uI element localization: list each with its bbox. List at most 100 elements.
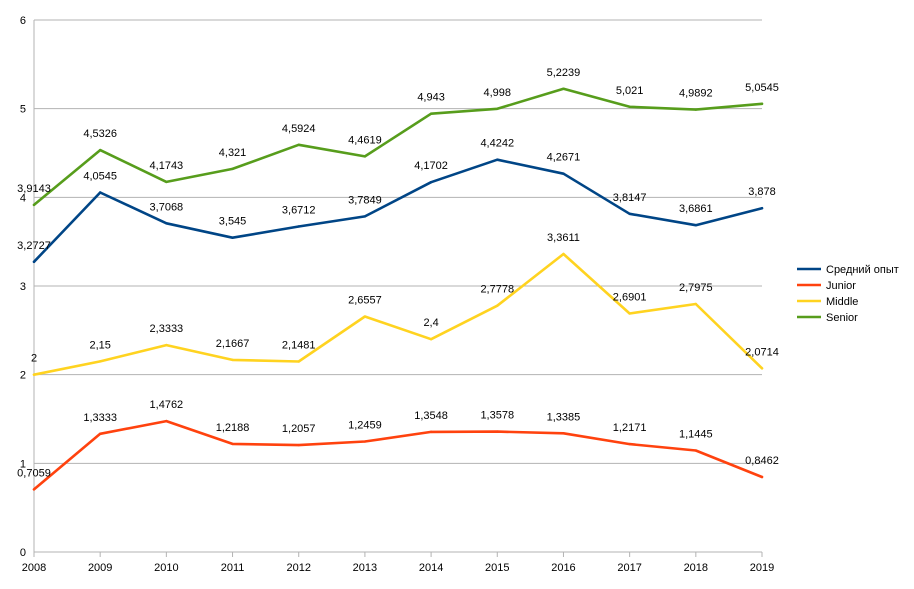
data-point-junior-2015: [496, 430, 499, 433]
series-lines: [32, 87, 764, 491]
x-tick-label-2010: 2010: [154, 562, 178, 574]
x-tick-label-2014: 2014: [419, 562, 443, 574]
data-point-junior-2019: [760, 475, 764, 479]
data-label-senior-2018: 4,9892: [679, 88, 713, 100]
data-label-middle-2009: 2,15: [89, 339, 110, 351]
data-point-junior-2012: [297, 443, 300, 447]
data-point-senior-2011: [231, 167, 234, 171]
data-point-middle-2017: [628, 312, 631, 315]
data-point-junior-2014: [429, 430, 433, 434]
data-label-senior-2010: 4,1743: [150, 160, 184, 172]
data-label-senior-2008: 3,9143: [17, 183, 51, 195]
data-point-average-2018: [694, 223, 698, 227]
x-tick-label-2019: 2019: [750, 562, 774, 574]
data-point-junior-2011: [231, 442, 234, 446]
data-point-senior-2018: [694, 108, 698, 111]
data-label-senior-2015: 4,998: [484, 87, 512, 99]
data-point-average-2011: [231, 236, 234, 239]
data-label-average-2016: 4,2671: [547, 152, 581, 164]
data-point-senior-2013: [363, 155, 367, 158]
data-label-average-2012: 3,6712: [282, 204, 316, 216]
x-tick-label-2018: 2018: [684, 562, 708, 574]
y-tick-label-5: 5: [20, 104, 26, 116]
data-point-average-2016: [562, 172, 565, 175]
data-label-middle-2010: 2,3333: [150, 323, 184, 335]
data-label-junior-2013: 1,2459: [348, 420, 382, 432]
data-label-junior-2012: 1,2057: [282, 423, 316, 435]
data-label-average-2011: 3,545: [219, 216, 247, 228]
data-label-junior-2010: 1,4762: [150, 399, 184, 411]
y-tick-label-0: 0: [20, 547, 26, 559]
x-tick-label-2012: 2012: [286, 562, 310, 574]
y-tick-label-1: 1: [20, 458, 26, 470]
data-label-senior-2019: 5,0545: [745, 82, 779, 94]
data-label-middle-2012: 2,1481: [282, 340, 316, 352]
data-label-junior-2018: 1,1445: [679, 429, 713, 441]
data-point-senior-2008: [32, 203, 36, 207]
legend-label-middle: Middle: [826, 296, 858, 308]
y-tick-label-2: 2: [20, 370, 26, 382]
data-point-junior-2008: [32, 488, 36, 491]
data-label-middle-2019: 2,0714: [745, 346, 779, 358]
y-tick-label-6: 6: [20, 15, 26, 27]
series-line-junior: [32, 419, 764, 491]
data-point-junior-2009: [98, 432, 102, 435]
data-point-junior-2010: [165, 419, 168, 423]
data-label-middle-2008: 2: [31, 353, 37, 365]
data-point-senior-2009: [98, 148, 102, 152]
legend: Средний опыт Junior Middle Senior: [797, 264, 899, 324]
gridlines: [34, 19, 762, 553]
data-label-junior-2008: 0,7059: [17, 467, 51, 479]
data-point-junior-2016: [562, 432, 565, 435]
data-point-senior-2019: [760, 102, 764, 106]
data-label-middle-2011: 2,1667: [216, 338, 250, 350]
data-label-middle-2017: 2,6901: [613, 291, 647, 303]
series-line-senior: [32, 87, 764, 207]
data-label-senior-2009: 4,5326: [83, 128, 117, 140]
data-label-middle-2016: 3,3611: [547, 232, 580, 244]
legend-label-junior: Junior: [826, 280, 856, 292]
data-point-average-2015: [496, 158, 499, 161]
data-label-average-2009: 4,0545: [83, 171, 117, 183]
data-point-middle-2009: [98, 360, 102, 363]
y-tick-label-3: 3: [20, 281, 26, 293]
x-tick-label-2015: 2015: [485, 562, 509, 574]
data-label-senior-2016: 5,2239: [547, 67, 581, 79]
data-point-average-2019: [760, 206, 764, 210]
data-label-junior-2009: 1,3333: [83, 412, 117, 424]
data-label-average-2013: 3,7849: [348, 194, 382, 206]
y-tick-label-4: 4: [20, 192, 26, 204]
x-tick-label-2009: 2009: [88, 562, 112, 574]
data-point-middle-2010: [165, 343, 168, 347]
data-label-senior-2013: 4,4619: [348, 134, 382, 146]
data-label-average-2010: 3,7068: [150, 201, 184, 213]
data-label-junior-2017: 1,2171: [613, 422, 647, 434]
data-point-middle-2008: [32, 373, 36, 376]
data-point-junior-2017: [628, 442, 631, 446]
x-tick-label-2013: 2013: [353, 562, 377, 574]
data-point-average-2014: [429, 181, 433, 184]
data-label-senior-2017: 5,021: [616, 85, 644, 97]
data-label-middle-2014: 2,4: [423, 317, 438, 329]
data-label-average-2019: 3,878: [748, 186, 776, 198]
series-line-middle: [32, 252, 764, 377]
data-labels: 3,2727 4,0545 3,7068 3,545 3,6712 3,7849 4,170…: [17, 67, 779, 480]
data-point-senior-2012: [297, 143, 300, 147]
data-label-senior-2012: 4,5924: [282, 123, 316, 135]
data-point-average-2009: [98, 191, 102, 194]
x-tick-label-2016: 2016: [551, 562, 575, 574]
data-point-senior-2016: [562, 87, 565, 91]
data-label-average-2017: 3,8147: [613, 192, 647, 204]
data-point-middle-2013: [363, 315, 367, 318]
data-label-senior-2011: 4,321: [219, 147, 247, 159]
data-point-middle-2011: [231, 358, 234, 362]
x-tick-label-2008: 2008: [22, 562, 46, 574]
data-point-middle-2019: [760, 367, 764, 370]
data-point-average-2010: [165, 222, 168, 225]
data-point-middle-2018: [694, 302, 698, 306]
axes: 0 1 2 3 4 5 6 2008 2009 2010 2011 2012 2013 2014 2015 2…: [20, 15, 774, 574]
data-point-average-2008: [32, 260, 36, 264]
data-label-average-2015: 4,4242: [480, 138, 514, 150]
